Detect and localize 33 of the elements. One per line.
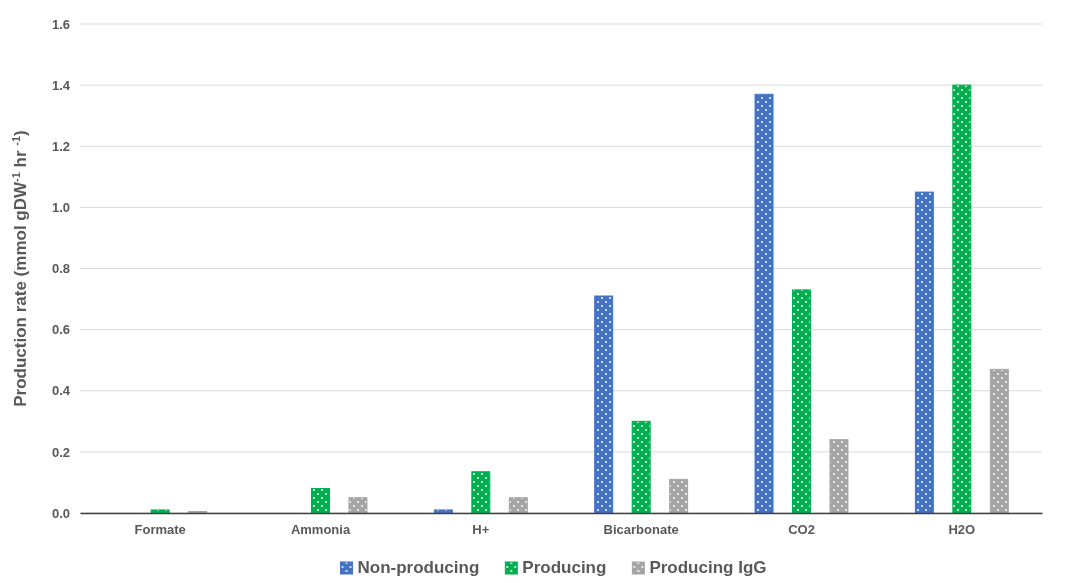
bar (471, 471, 491, 514)
x-tick-label: Formate (134, 522, 186, 538)
legend-label: Non-producing (357, 558, 480, 577)
legend-label: Producing (522, 558, 607, 577)
bar (348, 497, 368, 514)
bar (433, 509, 453, 514)
bar (792, 289, 811, 514)
bar (311, 488, 330, 514)
y-tick-label: 0.6 (51, 322, 70, 338)
x-tick-label: Bicarbonate (603, 522, 679, 538)
bar (914, 191, 934, 514)
bar (952, 84, 972, 514)
bar (631, 420, 651, 514)
x-tick-label: CO2 (788, 522, 815, 538)
y-tick-label: 1.2 (51, 138, 70, 154)
bar (989, 368, 1009, 514)
x-tick-label: Ammonia (290, 522, 351, 538)
x-tick-label: H+ (472, 522, 490, 538)
bar (150, 509, 170, 514)
bar (754, 93, 774, 514)
bar (669, 478, 689, 514)
bar (508, 497, 528, 514)
y-tick-label: 0.0 (51, 505, 70, 521)
y-tick-label: 1.4 (51, 77, 71, 93)
y-tick-label: 0.4 (51, 383, 71, 399)
y-tick-label: 0.8 (51, 261, 70, 277)
y-tick-label: 1.0 (51, 200, 70, 216)
x-tick-label: H2O (948, 522, 976, 538)
y-tick-label: 0.2 (51, 444, 70, 460)
bar (829, 439, 849, 514)
y-tick-label: 1.6 (51, 16, 70, 32)
bar (594, 295, 614, 514)
legend-label: Producing IgG (649, 558, 767, 577)
